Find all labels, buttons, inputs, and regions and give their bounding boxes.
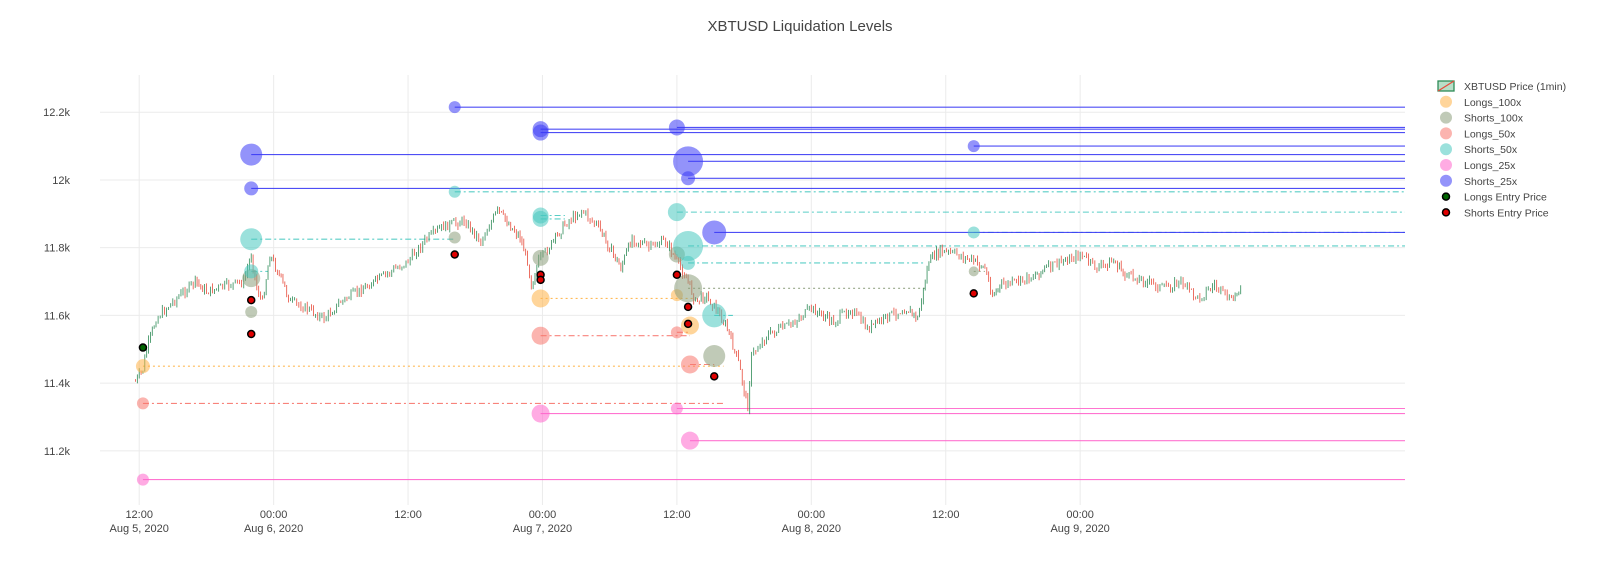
- bubble-shorts-entry-price[interactable]: [246, 329, 256, 339]
- bubble-shorts-50x[interactable]: [244, 264, 259, 279]
- legend-label: Longs Entry Price: [1464, 192, 1547, 204]
- price-candles: [135, 206, 1242, 415]
- bubble-shorts-entry-price[interactable]: [709, 372, 719, 381]
- x-tick-label: 00:00: [529, 509, 557, 521]
- y-tick-label: 11.2k: [44, 446, 71, 458]
- legend-label: Longs_100x: [1464, 97, 1522, 109]
- bubble-shorts-entry-price[interactable]: [672, 270, 682, 280]
- x-tick-date-label: Aug 5, 2020: [110, 523, 169, 535]
- legend-item-shorts-25x[interactable]: Shorts_25x: [1440, 174, 1518, 188]
- legend-swatch: [1440, 127, 1452, 140]
- legend-item-longs-100x[interactable]: Longs_100x: [1440, 95, 1522, 109]
- bubble-shorts-50x[interactable]: [667, 203, 686, 222]
- legend-label: Shorts Entry Price: [1464, 207, 1549, 219]
- legend-swatch: [1437, 80, 1455, 92]
- y-tick-label: 12k: [52, 175, 70, 187]
- bubble-shorts-25x[interactable]: [967, 140, 980, 153]
- legend-item-shorts-50x[interactable]: Shorts_50x: [1440, 143, 1518, 156]
- bubble-shorts-entry-price[interactable]: [450, 250, 459, 259]
- x-tick-date-label: Aug 8, 2020: [782, 523, 841, 535]
- bubble-shorts-25x[interactable]: [681, 171, 696, 186]
- legend-swatch: [1440, 143, 1452, 156]
- bubble-longs-entry-price[interactable]: [138, 343, 148, 352]
- x-tick-date-label: Aug 9, 2020: [1050, 523, 1109, 535]
- legend-swatch: [1441, 208, 1451, 217]
- x-tick-label: 00:00: [260, 509, 288, 521]
- x-tick-label: 12:00: [125, 509, 153, 521]
- bubble-shorts-25x[interactable]: [240, 143, 263, 166]
- x-tick-date-label: Aug 7, 2020: [513, 523, 572, 535]
- legend-item-longs-25x[interactable]: Longs_25x: [1440, 159, 1516, 172]
- bubble-shorts-50x[interactable]: [967, 226, 980, 239]
- y-tick-label: 12.2k: [43, 107, 70, 119]
- bubble-shorts-50x[interactable]: [240, 228, 263, 251]
- bubble-longs-50x[interactable]: [531, 326, 550, 345]
- legend-item-longs-50x[interactable]: Longs_50x: [1440, 127, 1516, 140]
- bubble-shorts-50x[interactable]: [532, 210, 549, 227]
- y-tick-label: 11.4k: [44, 378, 71, 390]
- legend-label: XBTUSD Price (1min): [1464, 81, 1566, 93]
- bubble-shorts-25x[interactable]: [532, 124, 549, 141]
- x-tick-label: 12:00: [663, 509, 691, 521]
- bubble-longs-25x[interactable]: [531, 404, 550, 423]
- bubble-longs-50x[interactable]: [670, 326, 683, 339]
- bubble-shorts-100x[interactable]: [703, 345, 726, 368]
- liquidation-bubbles: [135, 101, 980, 486]
- bubble-shorts-100x[interactable]: [968, 266, 979, 277]
- x-tick-label: 00:00: [1066, 509, 1094, 521]
- legend-label: Shorts_50x: [1464, 144, 1518, 156]
- y-tick-label: 11.8k: [44, 243, 71, 255]
- bubble-shorts-entry-price[interactable]: [536, 275, 545, 285]
- bubble-shorts-50x[interactable]: [681, 255, 696, 270]
- bubble-shorts-entry-price[interactable]: [683, 302, 693, 312]
- bubble-shorts-entry-price[interactable]: [969, 289, 978, 298]
- bubble-longs-100x[interactable]: [135, 359, 150, 374]
- bubble-longs-50x[interactable]: [136, 397, 149, 410]
- legend-label: Longs_25x: [1464, 160, 1516, 172]
- legend-item-xbtusd-price-1min-[interactable]: XBTUSD Price (1min): [1437, 80, 1566, 93]
- chart-title: XBTUSD Liquidation Levels: [707, 18, 893, 35]
- bubble-longs-25x[interactable]: [136, 473, 149, 486]
- bubble-longs-25x[interactable]: [670, 402, 683, 415]
- bubble-shorts-100x[interactable]: [245, 306, 258, 319]
- legend[interactable]: XBTUSD Price (1min) Longs_100x Shorts_100x…: [1437, 80, 1566, 219]
- bubble-shorts-25x[interactable]: [673, 146, 704, 177]
- x-tick-label: 12:00: [394, 509, 422, 521]
- legend-item-shorts-100x[interactable]: Shorts_100x: [1440, 111, 1524, 125]
- legend-label: Shorts_25x: [1464, 176, 1518, 188]
- legend-swatch: [1441, 192, 1451, 201]
- liquidation-level-lines: [142, 106, 1405, 481]
- bubble-shorts-25x[interactable]: [668, 119, 685, 136]
- legend-swatch: [1440, 95, 1452, 108]
- bubble-shorts-100x[interactable]: [674, 274, 703, 303]
- legend-swatch: [1440, 159, 1452, 171]
- legend-label: Longs_50x: [1464, 128, 1516, 140]
- bubble-longs-50x[interactable]: [680, 355, 699, 374]
- y-tick-label: 11.6k: [44, 310, 71, 322]
- legend-label: Shorts_100x: [1464, 113, 1524, 125]
- bubble-shorts-50x[interactable]: [448, 185, 461, 198]
- bubble-longs-100x[interactable]: [531, 289, 550, 308]
- bubble-shorts-100x[interactable]: [532, 249, 549, 266]
- bubble-shorts-50x[interactable]: [702, 303, 727, 328]
- bubble-shorts-100x[interactable]: [448, 231, 461, 244]
- bubble-longs-25x[interactable]: [680, 431, 699, 450]
- x-tick-label: 12:00: [932, 509, 960, 521]
- x-tick-date-label: Aug 6, 2020: [244, 523, 303, 535]
- x-tick-label: 00:00: [798, 509, 826, 521]
- legend-item-shorts-entry-price[interactable]: Shorts Entry Price: [1441, 207, 1549, 219]
- bubble-shorts-50x[interactable]: [673, 230, 704, 261]
- bubble-shorts-25x[interactable]: [244, 181, 259, 196]
- legend-swatch: [1440, 111, 1452, 124]
- bubble-shorts-entry-price[interactable]: [683, 319, 693, 329]
- bubble-shorts-entry-price[interactable]: [246, 295, 256, 305]
- bubble-shorts-25x[interactable]: [702, 220, 727, 245]
- axis-labels: 11.2k 11.4k 11.6k 11.8k 12k 12.2k 12:00 Aug 5, …: [43, 107, 1110, 535]
- legend-item-longs-entry-price[interactable]: Longs Entry Price: [1441, 192, 1548, 204]
- bubble-shorts-25x[interactable]: [448, 101, 461, 114]
- legend-swatch: [1440, 174, 1452, 187]
